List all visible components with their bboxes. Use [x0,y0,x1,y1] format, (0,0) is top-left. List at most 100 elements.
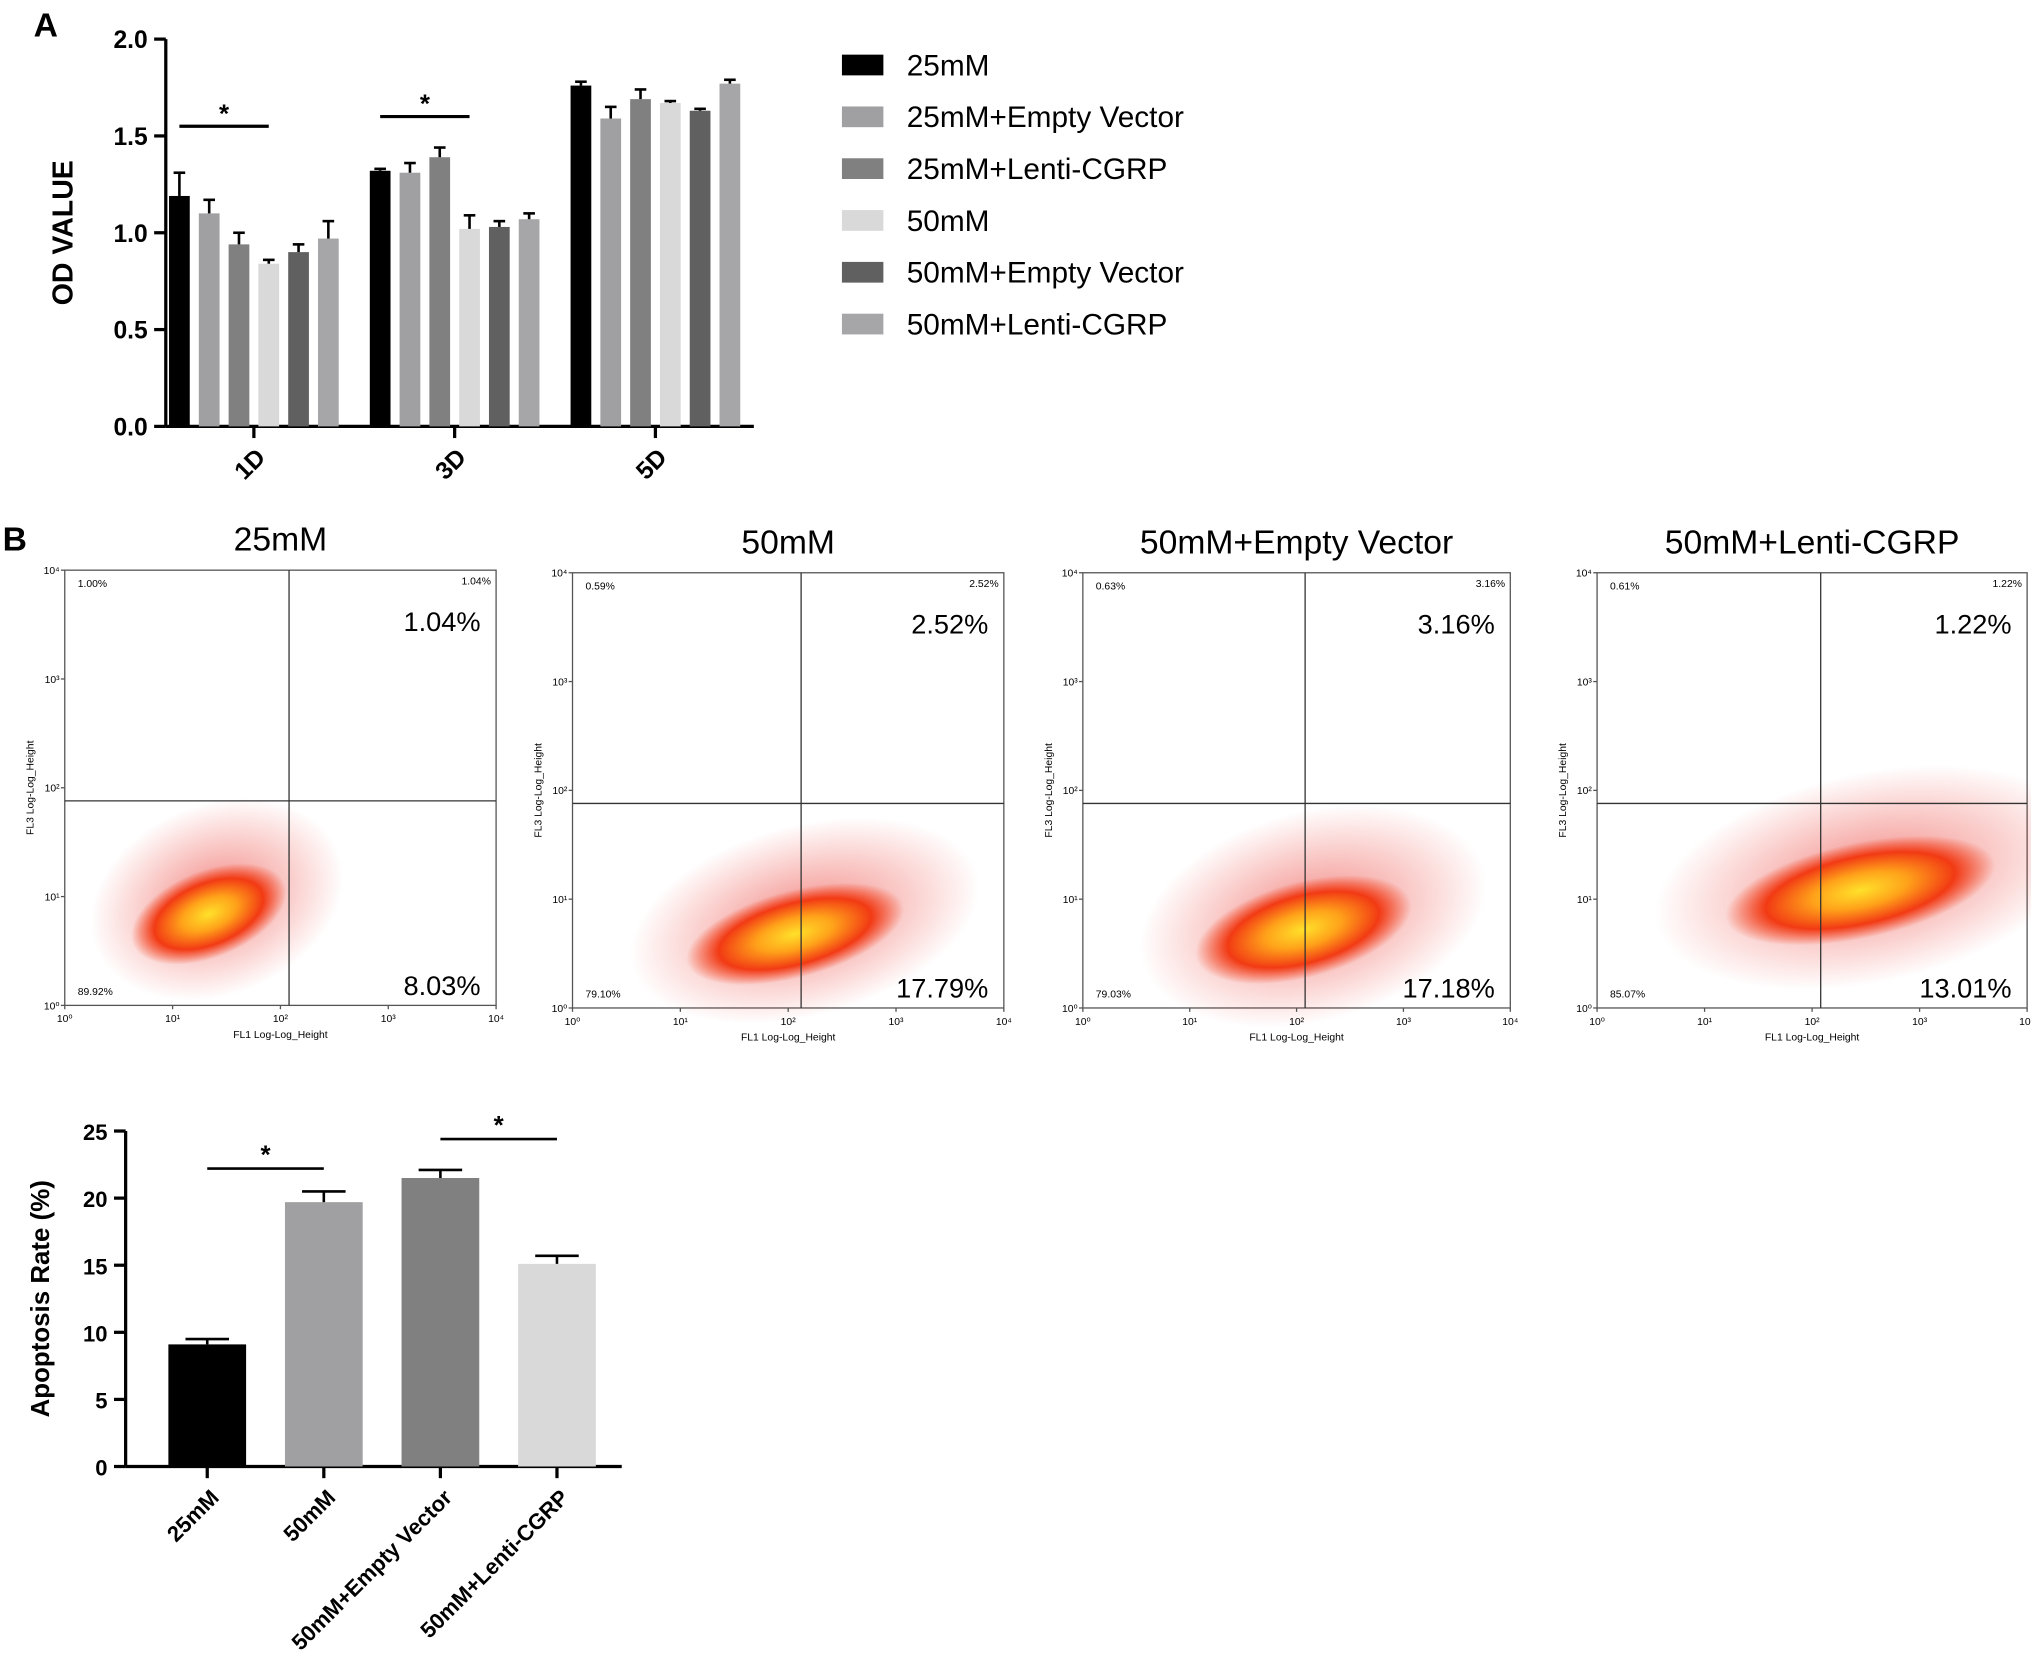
x-tick-label: 10⁰ [57,1014,73,1025]
x-tick-label: 10⁴ [996,1017,1012,1028]
y-tick-label: 10⁰ [1576,1004,1592,1015]
x-tick-label: 10¹ [673,1017,689,1028]
y-tick-label: 10⁴ [551,569,567,580]
x-tick-label: 10² [781,1017,797,1028]
y-axis-label: OD VALUE [48,160,80,305]
y-tick-label: 10⁰ [44,1001,60,1012]
y-tick-label: 0.5 [113,318,147,345]
y-tick-label: 20 [83,1187,107,1212]
y-tick-label: 10⁰ [1062,1004,1078,1015]
plot-title: 50mM+Empty Vector [1140,524,1453,561]
quadrant-label: 0.63% [1096,582,1125,593]
legend-label: 50mM+Lenti-CGRP [907,308,1168,341]
bar [518,1263,596,1467]
y-tick-label: 10² [552,786,568,797]
bar [689,110,711,427]
y-axis-label: FL3 Log-Log_Height [533,743,544,838]
bar [228,244,250,427]
x-tick-label: 3D [430,444,471,485]
quadrant-label: 85.07% [1610,990,1645,1001]
y-tick-label: 1.0 [113,221,147,248]
bar [459,228,480,427]
y-tick-label: 10³ [45,675,61,686]
x-tick-label: 10⁴ [1502,1017,1518,1028]
x-tick-label: 25mM [162,1485,224,1547]
bar [399,172,421,427]
quadrant-label: 3.16% [1476,579,1505,590]
bar [630,99,651,427]
bar [659,103,681,427]
x-tick-label: 10³ [1912,1017,1928,1028]
event-cloud [131,863,287,965]
plot-title: 50mM+Lenti-CGRP [1665,524,1960,561]
y-axis-label: FL3 Log-Log_Height [1558,743,1569,838]
y-tick-label: 10² [45,784,61,795]
quadrant-label: 2.52% [969,579,998,590]
event-cloud [686,882,904,986]
x-tick-label: 10⁰ [565,1017,581,1028]
legend-swatch [841,106,884,128]
quadrant-label: 0.59% [585,582,614,593]
x-tick-label: 10⁰ [1589,1017,1605,1028]
x-tick-label: 10¹ [1697,1017,1713,1028]
y-tick-label: 10¹ [552,895,568,906]
plot-title: 50mM [741,524,835,561]
quadrant-label: 79.10% [585,990,620,1001]
y-tick-label: 10³ [1063,677,1079,688]
significance-star: * [260,1141,271,1169]
percentage-label: 13.01% [1919,973,2011,1004]
legend-swatch [841,313,884,335]
percentage-label: 1.04% [403,606,480,637]
y-tick-label: 10⁰ [552,1004,568,1015]
y-tick-label: 2.0 [113,27,147,54]
bar [488,226,510,427]
bar [169,195,190,427]
quadrant-label: 1.22% [1993,579,2022,590]
y-tick-label: 0.0 [113,414,147,441]
legend-label: 25mM+Empty Vector [907,101,1184,134]
y-tick-label: 10¹ [1577,895,1593,906]
percentage-label: 2.52% [911,609,988,640]
legend-label: 50mM [907,205,990,238]
legend-label: 25mM [907,49,990,82]
bar [369,170,391,427]
x-tick-label: 10⁰ [1075,1017,1091,1028]
y-tick-label: 10³ [1577,677,1593,688]
y-axis-label: Apoptosis Rate (%) [27,1180,55,1417]
bar [258,263,280,427]
y-axis-label: FL3 Log-Log_Height [1044,743,1055,838]
y-tick-label: 15 [83,1254,107,1279]
event-cloud [1725,835,1996,946]
y-tick-label: 0 [95,1456,107,1481]
y-tick-label: 10 [83,1321,107,1346]
bar [317,238,339,427]
x-tick-label: 10⁴ [488,1014,504,1025]
quadrant-label: 89.92% [78,987,113,998]
panel-label: A [34,8,58,45]
x-axis-label: FL1 Log-Log_Height [1249,1032,1344,1043]
legend-swatch [841,261,884,283]
x-tick-label: 10³ [1396,1017,1412,1028]
x-tick-label: 10² [1805,1017,1821,1028]
x-axis-label: FL1 Log-Log_Height [741,1032,836,1043]
percentage-label: 8.03% [403,970,480,1001]
y-tick-label: 10¹ [45,892,61,903]
quadrant-label: 0.61% [1610,582,1639,593]
x-axis-label: FL1 Log-Log_Height [233,1030,328,1041]
bar [198,213,220,427]
x-tick-label: 1D [230,444,271,485]
x-tick-label: 50mM [279,1485,341,1547]
x-tick-label: 5D [631,444,672,485]
y-tick-label: 10² [1577,786,1593,797]
bar [284,1202,363,1467]
bar [401,1177,480,1467]
legend-swatch [841,158,884,179]
x-tick-label: 10⁴ [2019,1017,2031,1028]
bar [518,219,540,427]
quadrant-label: 1.04% [462,576,491,587]
y-tick-label: 10⁴ [1062,569,1078,580]
y-axis-label: FL3 Log-Log_Height [26,740,37,835]
quadrant-label: 1.00% [78,579,107,590]
